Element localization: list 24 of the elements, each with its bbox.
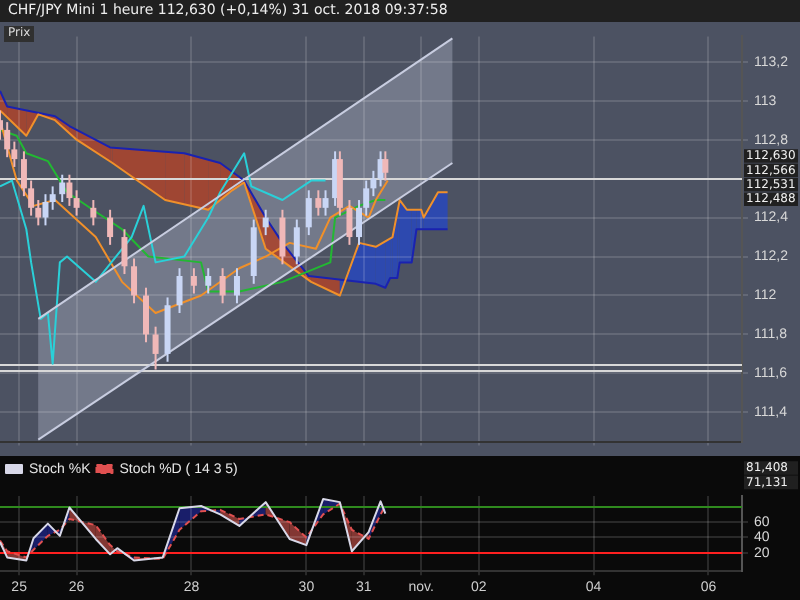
candlestick bbox=[205, 267, 212, 295]
candlestick bbox=[152, 325, 159, 371]
candlestick bbox=[382, 150, 389, 182]
candlestick bbox=[66, 173, 73, 207]
candlestick bbox=[49, 185, 56, 211]
candlestick bbox=[293, 218, 300, 266]
candlestick bbox=[143, 286, 150, 344]
candlestick bbox=[262, 208, 269, 237]
candlestick bbox=[176, 267, 183, 315]
candlestick bbox=[131, 257, 138, 305]
candlestick bbox=[305, 189, 312, 237]
candlestick bbox=[59, 173, 66, 203]
candlestick bbox=[107, 208, 114, 246]
candlestick bbox=[90, 199, 97, 227]
candlestick bbox=[190, 267, 197, 295]
candlestick bbox=[279, 208, 286, 266]
candlestick bbox=[219, 267, 226, 305]
candlestick bbox=[315, 189, 322, 217]
candlestick bbox=[73, 189, 80, 217]
candlestick bbox=[322, 189, 329, 217]
candlestick bbox=[42, 193, 49, 227]
candlestick bbox=[346, 199, 353, 246]
candlestick bbox=[121, 228, 128, 276]
candlestick bbox=[233, 267, 240, 305]
